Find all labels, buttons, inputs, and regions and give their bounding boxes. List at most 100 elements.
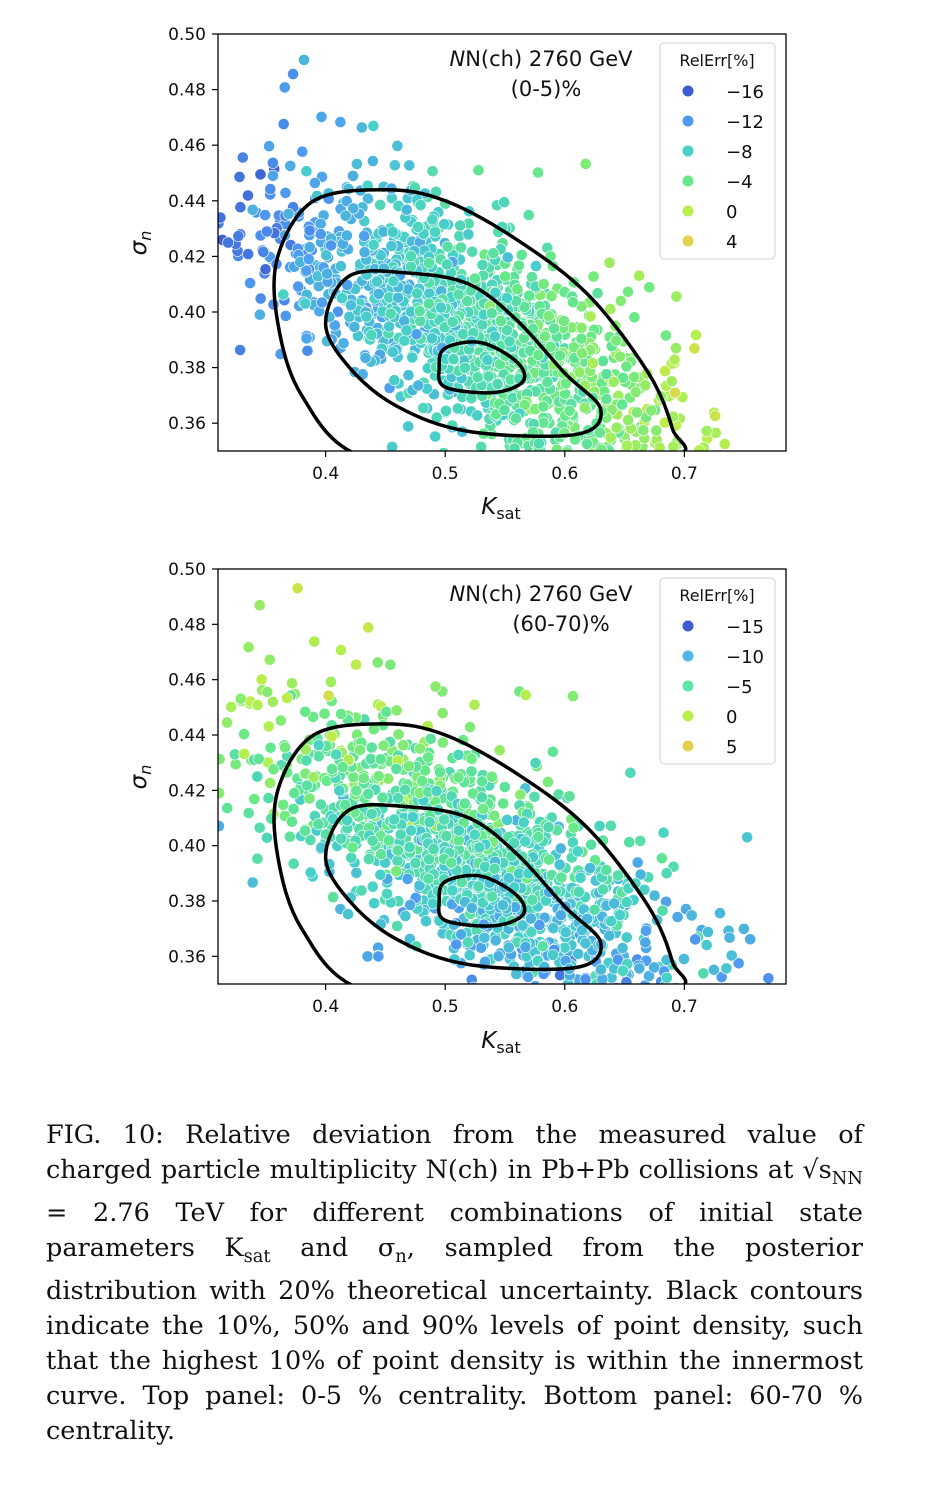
scatter-point <box>586 357 599 369</box>
scatter-point <box>477 803 490 815</box>
y-tick-label: 0.42 <box>168 781 206 801</box>
annotation-title-bottom-text: N(ch) 2760 GeV <box>465 582 633 606</box>
legend-marker <box>682 650 694 662</box>
scatter-point <box>274 714 287 727</box>
scatter-point <box>533 987 544 998</box>
scatter-point <box>617 965 629 977</box>
scatter-point <box>475 441 487 451</box>
scatter-point <box>414 315 427 327</box>
scatter-point <box>653 441 666 451</box>
scatter-point <box>537 278 550 290</box>
scatter-point <box>725 949 738 962</box>
scatter-point <box>446 316 459 328</box>
scatter-point <box>301 344 314 357</box>
scatter-point <box>468 698 481 711</box>
scatter-point <box>392 792 405 804</box>
scatter-point <box>657 826 670 839</box>
scatter-point <box>530 458 541 469</box>
scatter-point <box>497 797 510 810</box>
scatter-point <box>485 307 498 320</box>
scatter-point <box>475 791 488 804</box>
scatter-point <box>423 853 435 866</box>
scatter-point <box>603 256 616 269</box>
y-axis-label-top: σn <box>126 231 155 256</box>
scatter-point <box>445 856 458 869</box>
scatter-point <box>478 931 491 944</box>
scatter-point <box>610 421 623 434</box>
scatter-point <box>403 159 416 172</box>
scatter-point <box>403 841 416 854</box>
legend-marker <box>682 740 694 752</box>
scatter-point <box>620 931 633 944</box>
scatter-point <box>622 414 634 426</box>
scatter-point <box>709 410 722 422</box>
scatter-point <box>440 258 453 271</box>
scatter-point <box>485 770 498 783</box>
scatter-point <box>631 856 644 869</box>
scatter-point <box>259 209 272 221</box>
scatter-point <box>308 635 321 648</box>
scatter-point <box>362 621 375 634</box>
x-tick-label: 0.4 <box>312 997 339 1017</box>
scatter-point <box>318 707 331 720</box>
legend-label: −12 <box>726 112 764 133</box>
scatter-point <box>573 366 586 379</box>
scatter-point <box>738 923 750 935</box>
scatter-point <box>409 857 422 869</box>
x-axis-label-top: Ksat <box>481 494 521 523</box>
scatter-point <box>229 758 242 771</box>
scatter-point <box>607 986 618 997</box>
scatter-point <box>367 120 380 132</box>
scatter-point <box>708 963 720 976</box>
scatter-point <box>384 307 397 320</box>
scatter-point <box>253 821 266 834</box>
scatter-point <box>253 599 266 612</box>
scatter-point <box>307 771 320 784</box>
scatter-point <box>283 830 296 843</box>
scatter-point <box>584 862 597 874</box>
scatter-point <box>650 424 663 437</box>
scatter-point <box>614 350 626 363</box>
legend-box-top <box>659 42 776 260</box>
scatter-point <box>254 292 267 305</box>
scatter-point <box>417 402 430 414</box>
caption-text-1: Relative deviation from the measured val… <box>46 1120 863 1185</box>
scatter-point <box>608 992 619 1003</box>
scatter-point <box>412 221 424 233</box>
scatter-point <box>660 867 673 880</box>
scatter-point <box>255 673 268 686</box>
scatter-point <box>537 416 550 429</box>
scatter-point <box>392 291 404 304</box>
x-tick-label: 0.4 <box>312 464 339 484</box>
scatter-point <box>336 292 348 305</box>
scatter-point <box>571 845 584 858</box>
scatter-point <box>279 309 292 322</box>
scatter-point <box>260 225 273 238</box>
scatter-point <box>234 692 247 705</box>
scatter-point <box>291 582 304 595</box>
scatter-point <box>357 772 370 785</box>
scatter-point <box>494 315 507 327</box>
scatter-point <box>301 779 313 792</box>
scatter-point <box>244 277 256 289</box>
legend-marker <box>682 205 694 217</box>
scatter-point <box>423 257 435 269</box>
scatter-point <box>536 940 549 953</box>
scatter-point <box>596 973 609 984</box>
y-tick-label: 0.40 <box>168 303 206 323</box>
scatter-point <box>298 54 310 66</box>
scatter-point <box>429 430 442 443</box>
scatter-point <box>381 887 393 900</box>
scatter-point <box>631 454 642 465</box>
caption-text-2: = 2.76 TeV for different combinations of… <box>46 1198 863 1264</box>
scatter-point <box>222 236 234 249</box>
scatter-point <box>522 209 535 221</box>
scatter-point <box>399 783 411 796</box>
scatter-point <box>567 821 580 834</box>
scatter-point <box>542 821 555 834</box>
scatter-point <box>620 360 633 373</box>
scatter-point <box>362 788 375 800</box>
scatter-point <box>325 239 337 252</box>
scatter-point <box>345 299 357 312</box>
scatter-point <box>584 310 597 323</box>
